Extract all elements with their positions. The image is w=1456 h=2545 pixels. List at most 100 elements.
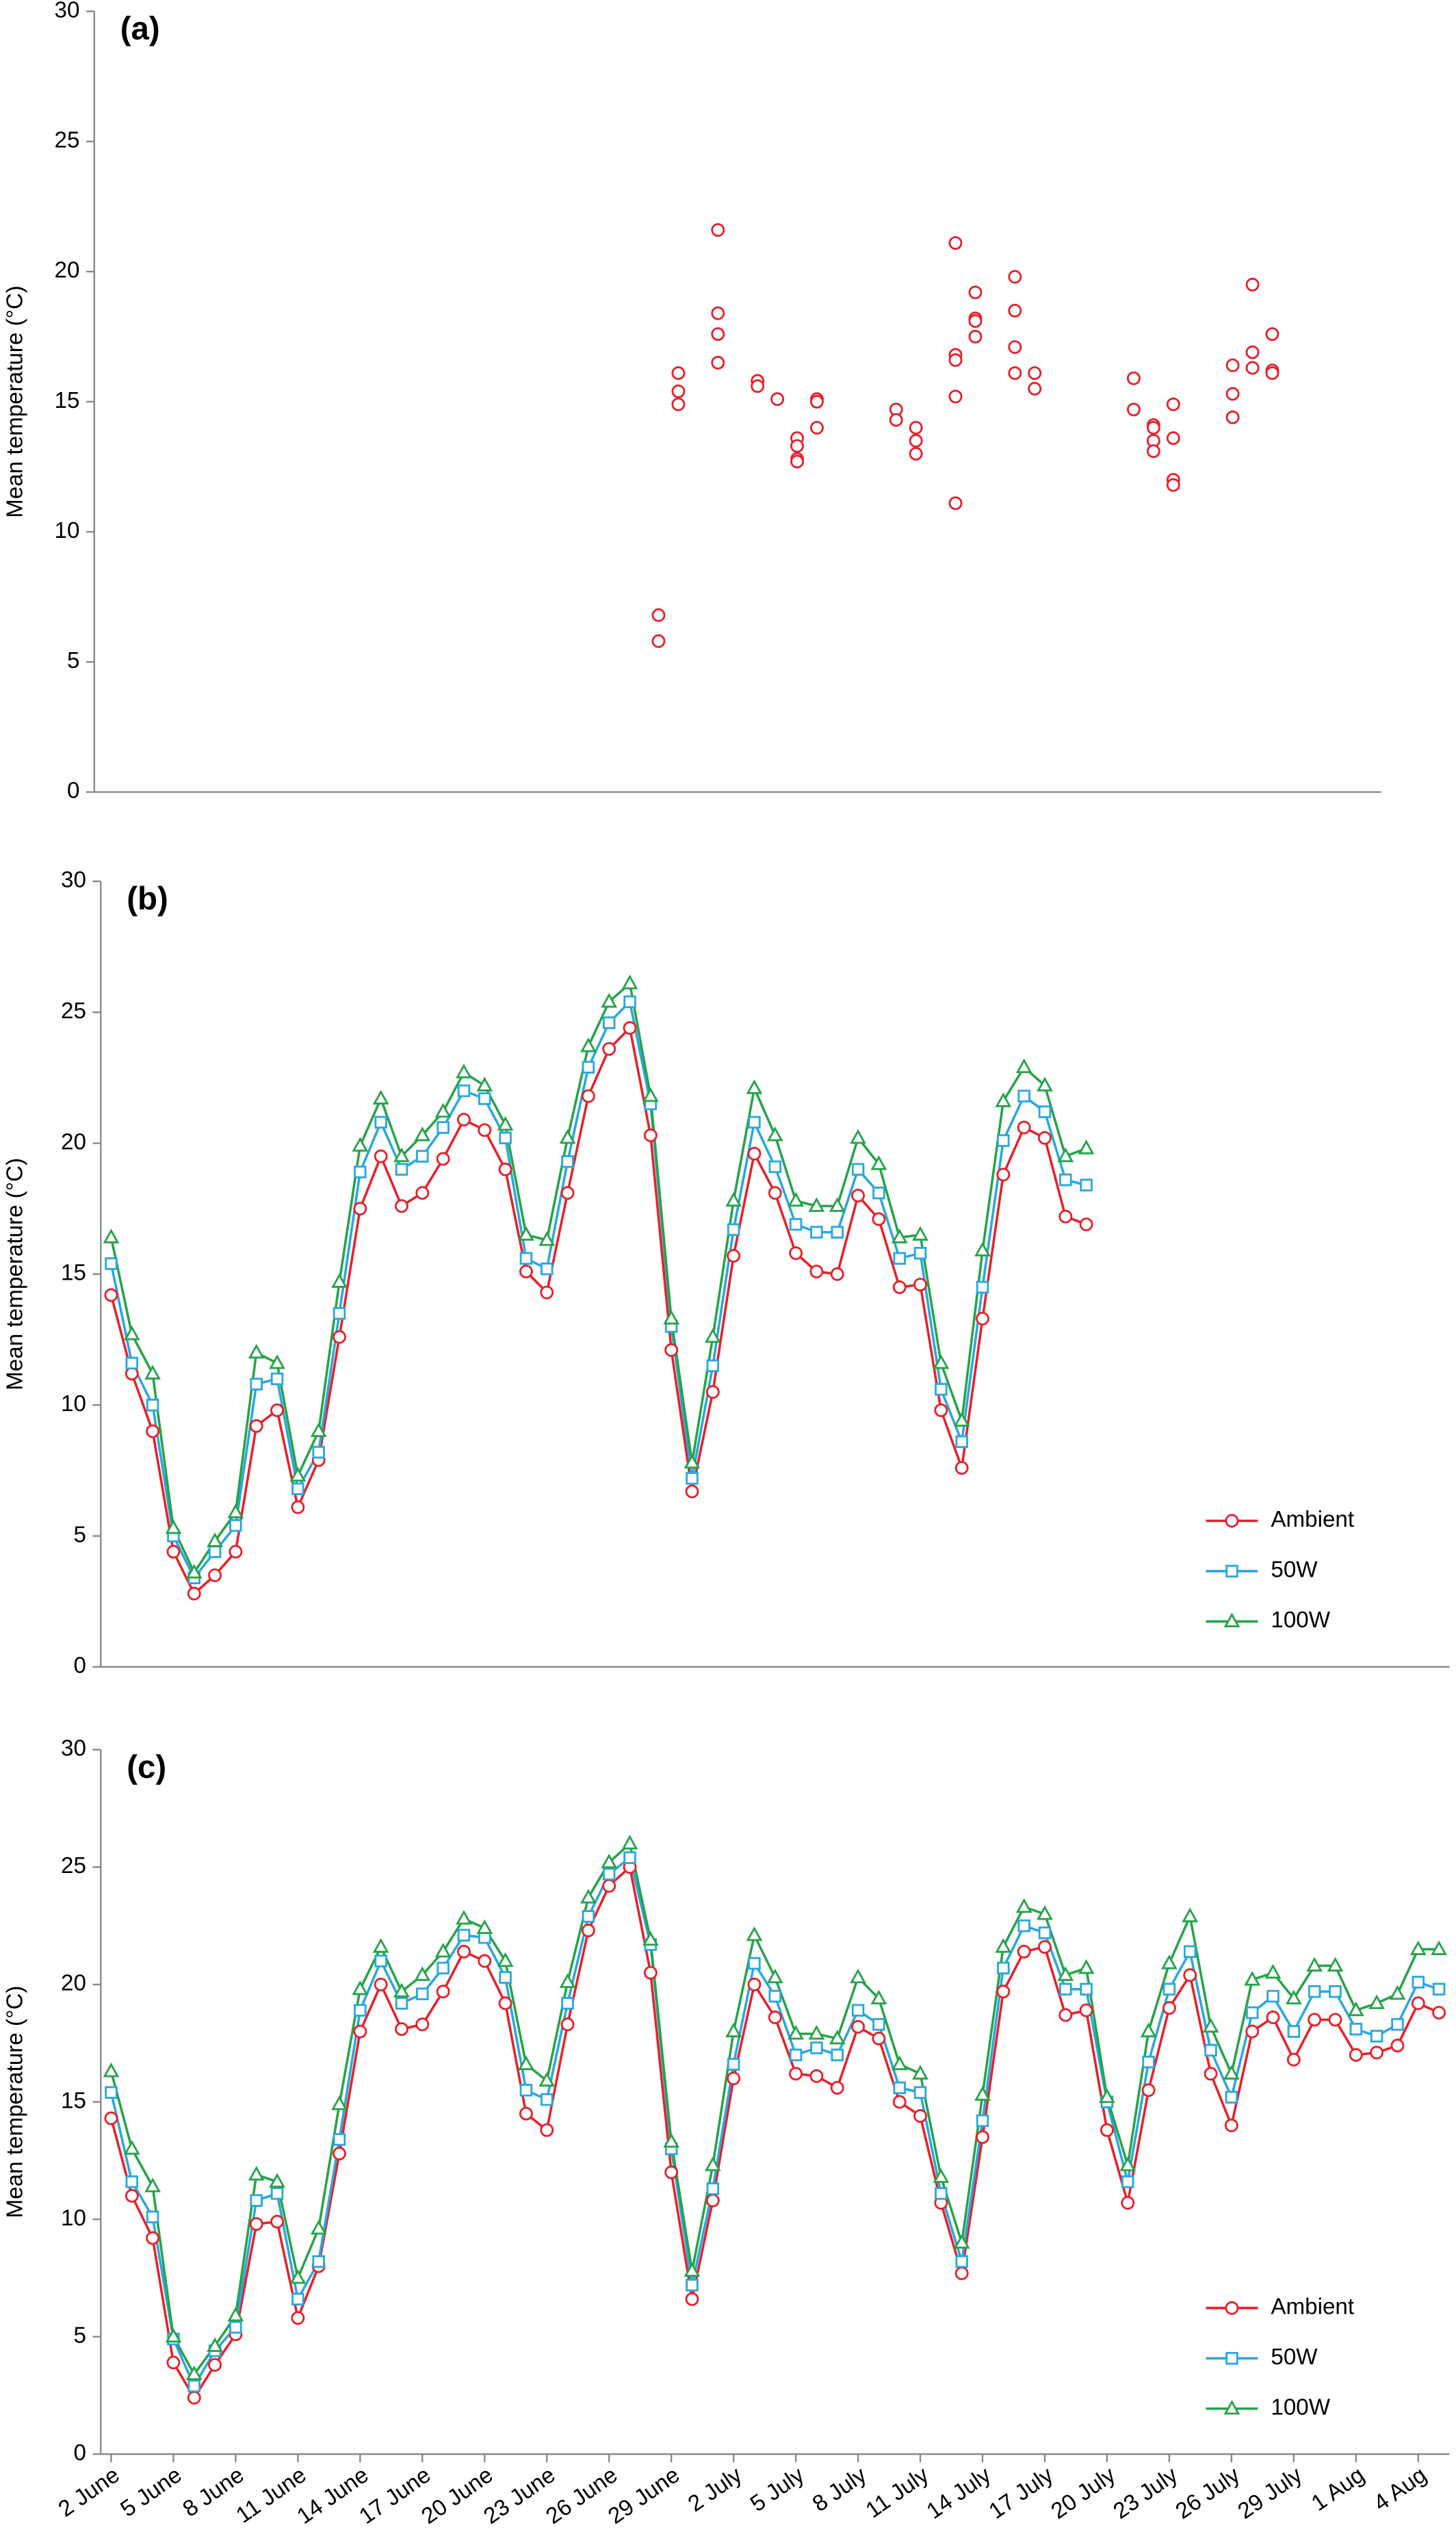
y-tick-label: 25 xyxy=(55,128,80,153)
marker-triangle xyxy=(1409,1940,1427,1956)
marker-square xyxy=(1432,1982,1446,1996)
marker-circle xyxy=(934,1403,948,1417)
series-line xyxy=(109,1855,1440,2389)
x-tick-label: 14 July xyxy=(922,2462,996,2524)
marker-square xyxy=(851,2004,865,2017)
y-tick-label: 0 xyxy=(67,778,79,803)
marker-triangle xyxy=(746,1079,763,1094)
marker-triangle xyxy=(144,2178,161,2193)
marker-triangle xyxy=(1037,1076,1053,1091)
marker-circle xyxy=(643,1128,658,1143)
marker-triangle xyxy=(601,993,618,1008)
marker-square xyxy=(748,1956,761,1970)
marker-triangle xyxy=(414,1126,431,1141)
marker-circle xyxy=(291,2311,305,2325)
x-tick-label: 17 June xyxy=(354,2462,435,2529)
marker-triangle xyxy=(269,1354,285,1369)
marker-circle xyxy=(954,1461,969,1475)
x-tick-label: 11 July xyxy=(861,2462,934,2523)
marker-square xyxy=(1121,2175,1134,2188)
marker-triangle xyxy=(414,1966,431,1981)
marker-circle xyxy=(643,1965,658,1980)
marker-circle xyxy=(1058,1209,1073,1224)
marker-circle xyxy=(1225,358,1240,372)
marker-square xyxy=(602,1016,616,1029)
marker-triangle xyxy=(1015,1058,1032,1074)
marker-triangle xyxy=(1057,1147,1074,1163)
y-axis-label: Mean temperature (°C) xyxy=(3,285,28,518)
marker-square xyxy=(1349,2022,1363,2036)
marker-circle xyxy=(1224,2118,1238,2132)
marker-circle xyxy=(1008,340,1022,354)
marker-triangle xyxy=(1244,1971,1261,1986)
marker-circle xyxy=(789,2067,803,2081)
marker-circle xyxy=(909,447,923,461)
marker-triangle xyxy=(248,2165,265,2181)
marker-triangle xyxy=(518,1226,534,1241)
marker-triangle xyxy=(746,1926,763,1941)
marker-square xyxy=(1245,2006,1259,2019)
marker-circle xyxy=(892,1280,907,1294)
marker-triangle xyxy=(912,1226,928,1241)
marker-triangle xyxy=(829,2029,846,2045)
marker-triangle xyxy=(123,1325,140,1341)
marker-triangle xyxy=(1078,1959,1095,1974)
marker-circle xyxy=(851,2019,866,2034)
marker-square xyxy=(478,1092,491,1105)
marker-triangle xyxy=(372,1938,389,1953)
marker-circle xyxy=(146,2231,160,2245)
marker-triangle xyxy=(621,1835,638,1850)
marker-circle xyxy=(1225,1514,1239,1528)
marker-triangle xyxy=(185,1564,203,1579)
marker-circle xyxy=(125,1367,139,1381)
x-tick-label: 29 June xyxy=(603,2462,684,2529)
marker-square xyxy=(1059,1982,1072,1996)
marker-circle xyxy=(909,421,923,435)
marker-circle xyxy=(872,1212,886,1226)
marker-triangle xyxy=(1223,2399,1240,2415)
marker-circle xyxy=(727,1249,741,1263)
marker-square xyxy=(1266,1989,1279,2003)
marker-square xyxy=(561,1155,574,1168)
marker-square xyxy=(416,1987,429,2000)
marker-circle xyxy=(790,454,805,469)
marker-circle xyxy=(968,285,983,300)
marker-triangle xyxy=(476,1076,493,1091)
marker-circle xyxy=(1225,2301,1239,2315)
marker-square xyxy=(105,2086,118,2100)
marker-square xyxy=(105,1257,118,1270)
marker-triangle xyxy=(766,1968,783,1984)
y-tick-label: 15 xyxy=(55,388,80,413)
legend-label: 100W xyxy=(1271,2395,1330,2420)
marker-square xyxy=(1370,2030,1383,2043)
x-tick-label: 1 Aug xyxy=(1307,2462,1369,2516)
marker-circle xyxy=(770,392,785,406)
marker-square xyxy=(706,2182,720,2195)
marker-square xyxy=(935,1382,948,1396)
marker-triangle xyxy=(456,1909,472,1925)
marker-circle xyxy=(671,366,686,380)
marker-square xyxy=(768,1160,782,1174)
marker-circle xyxy=(909,434,923,448)
marker-circle xyxy=(1017,1120,1031,1135)
panel-title: (b) xyxy=(127,881,168,917)
marker-circle xyxy=(1028,382,1042,396)
marker-square xyxy=(125,1356,139,1370)
marker-triangle xyxy=(891,1228,908,1243)
marker-triangle xyxy=(766,1126,783,1141)
marker-triangle xyxy=(331,2095,348,2110)
marker-circle xyxy=(809,2069,824,2083)
marker-circle xyxy=(664,2165,679,2180)
marker-square xyxy=(333,1307,346,1320)
marker-triangle xyxy=(663,2132,680,2148)
marker-triangle xyxy=(663,1310,680,1325)
x-tick-label: 2 July xyxy=(684,2462,747,2517)
marker-circle xyxy=(810,395,824,409)
marker-triangle xyxy=(393,1982,410,1998)
marker-triangle xyxy=(1306,1956,1323,1972)
y-tick-label: 20 xyxy=(61,1971,86,1996)
marker-square xyxy=(582,1061,595,1074)
marker-circle xyxy=(478,1123,492,1137)
marker-triangle xyxy=(580,1037,597,1052)
marker-square xyxy=(1183,1945,1197,1959)
